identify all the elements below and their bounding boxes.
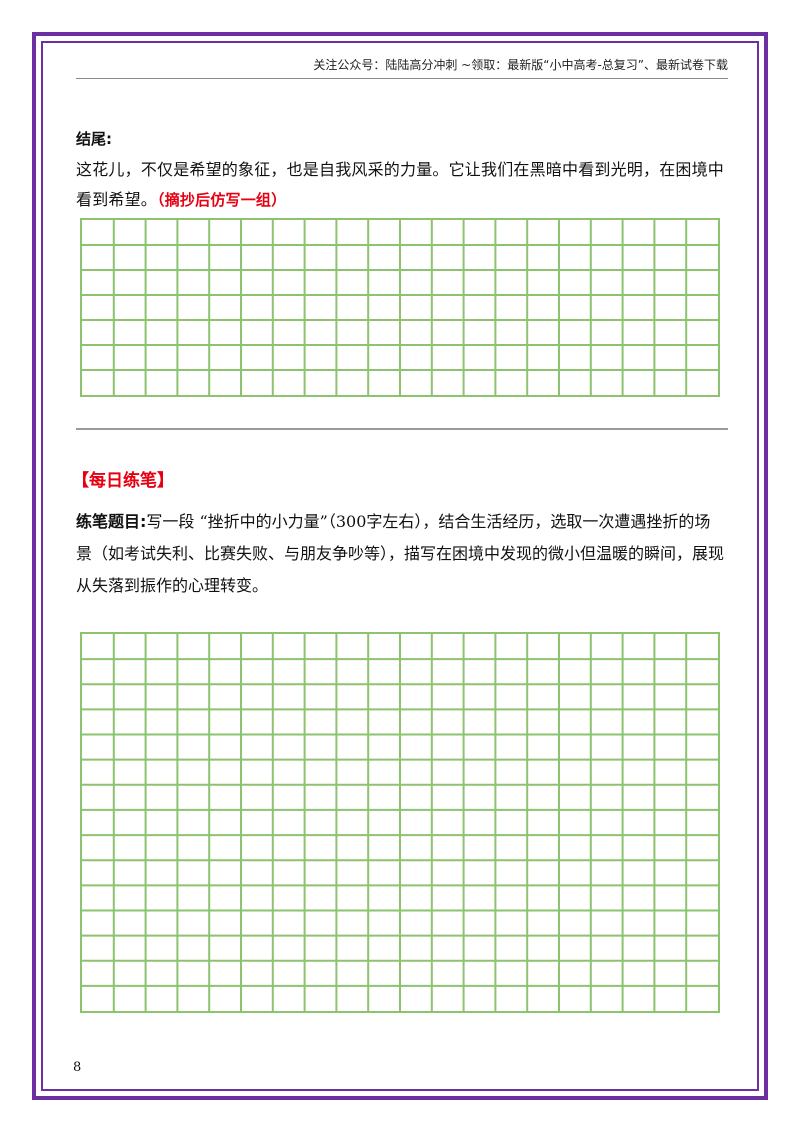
practice-label: 练笔题目: — [76, 512, 147, 531]
page-number: 8 — [73, 1060, 82, 1075]
section-divider — [76, 428, 728, 430]
practice-prompt: 练笔题目:写一段 “挫折中的小力量”（300字左右），结合生活经历，选取一次遭遇… — [76, 506, 726, 602]
ending-paragraph: 这花儿，不仅是希望的象征，也是自我风采的力量。它让我们在黑暗中看到光明，在困境中… — [76, 155, 724, 215]
practice-prompt-text: 写一段 “挫折中的小力量”（300字左右），结合生活经历，选取一次遭遇挫折的场景… — [76, 512, 725, 595]
header-promo: 关注公众号：陆陆高分冲刺 ~领取：最新版“小中高考-总复习”、最新试卷下载 — [313, 58, 728, 72]
ending-text: 这花儿，不仅是希望的象征，也是自我风采的力量。它让我们在黑暗中看到光明，在困境中… — [76, 160, 725, 209]
page-frame-inner — [41, 41, 759, 1091]
header-rule — [76, 78, 728, 79]
writing-grid-ending[interactable] — [80, 218, 720, 397]
ending-heading: 结尾: — [76, 130, 112, 148]
copy-instruction: （摘抄后仿写一组） — [157, 191, 287, 209]
practice-heading: 【每日练笔】 — [72, 471, 174, 491]
page-frame-outer — [32, 32, 768, 1100]
writing-grid-practice[interactable] — [80, 632, 720, 1013]
